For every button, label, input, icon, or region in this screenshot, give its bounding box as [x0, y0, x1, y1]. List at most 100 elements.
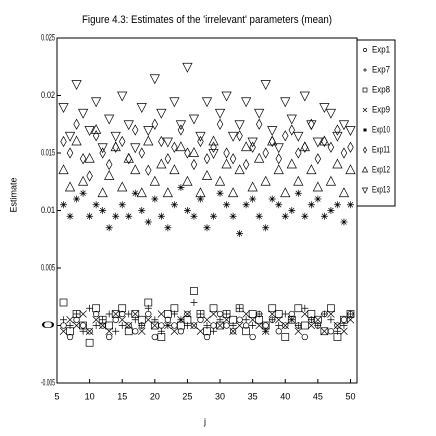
- marker: [195, 131, 206, 142]
- y-tick-label: 0.015: [41, 147, 55, 157]
- marker: [86, 170, 93, 182]
- marker: [184, 147, 191, 159]
- x-tick-label: 50: [345, 391, 355, 401]
- marker: [281, 333, 290, 341]
- marker: [111, 310, 120, 318]
- marker: [267, 126, 278, 137]
- marker: [242, 327, 250, 336]
- marker: [332, 131, 343, 142]
- marker: [145, 164, 152, 176]
- marker: [294, 327, 303, 335]
- marker: [170, 304, 179, 313]
- marker: [273, 143, 284, 154]
- marker: [338, 187, 350, 198]
- y-tick-label: 0.025: [41, 32, 55, 42]
- marker: [66, 316, 74, 324]
- marker: [242, 310, 250, 318]
- marker: [196, 310, 205, 318]
- marker: [280, 187, 291, 198]
- marker: [112, 316, 119, 323]
- marker: [299, 141, 310, 152]
- marker: [261, 327, 270, 335]
- legend-marker: [362, 107, 368, 113]
- marker: [71, 135, 82, 146]
- marker: [249, 333, 256, 341]
- marker: [92, 304, 100, 313]
- marker: [301, 333, 308, 341]
- marker: [99, 207, 107, 214]
- y-tick-label: 0.01: [41, 205, 55, 215]
- marker: [299, 91, 310, 102]
- marker: [60, 135, 67, 148]
- marker: [221, 158, 232, 169]
- marker: [98, 315, 107, 324]
- marker: [301, 212, 309, 220]
- x-axis-label: j: [203, 416, 206, 426]
- marker: [338, 120, 350, 131]
- marker: [262, 147, 269, 159]
- marker: [73, 118, 80, 130]
- marker: [110, 141, 121, 152]
- marker: [274, 310, 283, 318]
- marker: [216, 321, 224, 330]
- marker: [99, 147, 106, 159]
- marker: [170, 201, 178, 209]
- marker: [247, 137, 258, 148]
- chart-title: Figure 4.3: Estimates of the 'irrelevant…: [82, 14, 332, 26]
- marker: [162, 137, 173, 148]
- marker: [293, 175, 304, 186]
- y-axis-label: Estimate: [8, 177, 18, 212]
- marker: [118, 322, 126, 329]
- marker: [60, 201, 68, 209]
- marker: [183, 207, 191, 214]
- x-tick-label: 40: [280, 391, 290, 401]
- y-tick-label: 0: [41, 320, 55, 330]
- marker: [201, 169, 213, 180]
- marker: [190, 212, 198, 220]
- marker: [79, 153, 87, 165]
- marker: [196, 327, 205, 335]
- marker: [209, 304, 218, 313]
- marker: [314, 153, 322, 165]
- marker: [255, 118, 263, 130]
- marker: [203, 316, 211, 324]
- x-tick-label: 10: [85, 391, 95, 401]
- marker: [130, 164, 141, 175]
- x-tick-label: 5: [54, 391, 59, 401]
- legend-label: Exp7: [372, 64, 390, 74]
- marker: [117, 181, 128, 192]
- marker: [229, 153, 237, 165]
- marker: [261, 321, 270, 330]
- marker: [229, 212, 237, 220]
- marker: [92, 322, 100, 329]
- marker: [319, 135, 330, 146]
- marker: [92, 130, 100, 142]
- marker: [137, 315, 146, 324]
- marker: [131, 310, 140, 318]
- marker: [236, 230, 244, 237]
- marker: [190, 321, 198, 330]
- legend-label: Exp10: [372, 124, 390, 134]
- marker: [345, 164, 356, 175]
- marker: [104, 169, 115, 180]
- marker: [300, 321, 309, 330]
- marker: [319, 103, 330, 114]
- marker: [79, 322, 87, 329]
- marker: [275, 328, 282, 335]
- marker: [105, 321, 114, 330]
- marker: [281, 321, 290, 330]
- marker: [175, 141, 187, 152]
- marker: [177, 316, 185, 324]
- x-tick-label: 30: [215, 391, 225, 401]
- marker: [105, 158, 113, 171]
- marker: [249, 195, 257, 203]
- marker: [190, 322, 198, 329]
- x-tick-label: 20: [150, 391, 160, 401]
- marker: [123, 120, 134, 131]
- marker: [60, 316, 68, 324]
- marker: [327, 328, 335, 335]
- marker: [158, 135, 165, 148]
- marker: [196, 195, 204, 203]
- marker: [210, 322, 217, 329]
